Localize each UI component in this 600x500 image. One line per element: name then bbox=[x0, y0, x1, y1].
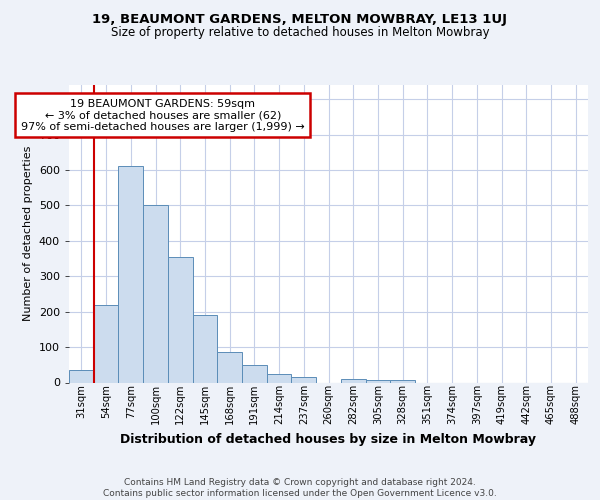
X-axis label: Distribution of detached houses by size in Melton Mowbray: Distribution of detached houses by size … bbox=[121, 432, 536, 446]
Bar bbox=[168, 257, 193, 382]
Bar bbox=[94, 304, 118, 382]
Bar bbox=[242, 365, 267, 382]
Bar bbox=[193, 315, 217, 382]
Y-axis label: Number of detached properties: Number of detached properties bbox=[23, 146, 33, 322]
Bar bbox=[390, 380, 415, 382]
Bar bbox=[118, 166, 143, 382]
Text: 19, BEAUMONT GARDENS, MELTON MOWBRAY, LE13 1UJ: 19, BEAUMONT GARDENS, MELTON MOWBRAY, LE… bbox=[92, 12, 508, 26]
Text: Contains HM Land Registry data © Crown copyright and database right 2024.
Contai: Contains HM Land Registry data © Crown c… bbox=[103, 478, 497, 498]
Bar bbox=[267, 374, 292, 382]
Bar bbox=[292, 377, 316, 382]
Bar bbox=[69, 370, 94, 382]
Text: 19 BEAUMONT GARDENS: 59sqm
← 3% of detached houses are smaller (62)
97% of semi-: 19 BEAUMONT GARDENS: 59sqm ← 3% of detac… bbox=[21, 98, 305, 132]
Bar bbox=[341, 379, 365, 382]
Text: Size of property relative to detached houses in Melton Mowbray: Size of property relative to detached ho… bbox=[110, 26, 490, 39]
Bar bbox=[143, 206, 168, 382]
Bar bbox=[217, 352, 242, 382]
Bar bbox=[365, 380, 390, 382]
